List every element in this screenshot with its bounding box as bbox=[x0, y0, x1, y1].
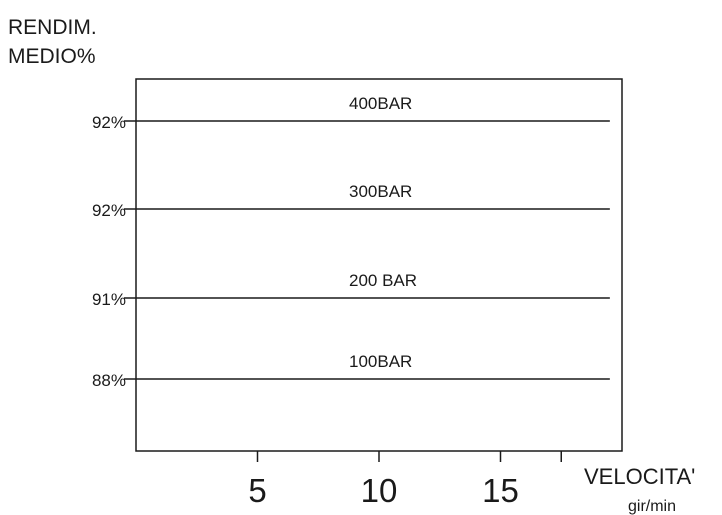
x-tick-group: 5 10 15 bbox=[248, 451, 562, 509]
series-name-label-1: 400BAR bbox=[349, 94, 412, 113]
y-axis-label-line2: MEDIO% bbox=[8, 45, 96, 68]
series-name-label-3: 200 BAR bbox=[349, 271, 417, 290]
series-group: 92% 400BAR 92% 300BAR 91% 200 BAR 88% 100BAR bbox=[92, 94, 610, 390]
x-axis-unit: gir/min bbox=[628, 498, 676, 515]
y-value-label-3: 91% bbox=[92, 290, 126, 309]
y-value-label-2: 92% bbox=[92, 201, 126, 220]
x-axis-label: VELOCITA' bbox=[584, 464, 695, 489]
y-value-label-1: 92% bbox=[92, 113, 126, 132]
x-tick-label-3: 15 bbox=[482, 472, 519, 509]
plot-frame bbox=[135, 78, 623, 452]
series-name-label-4: 100BAR bbox=[349, 352, 412, 371]
y-value-label-4: 88% bbox=[92, 371, 126, 390]
x-tick-label-2: 10 bbox=[361, 472, 398, 509]
y-axis-label-line1: RENDIM. bbox=[8, 16, 97, 39]
x-tick-label-1: 5 bbox=[248, 472, 266, 509]
series-name-label-2: 300BAR bbox=[349, 182, 412, 201]
